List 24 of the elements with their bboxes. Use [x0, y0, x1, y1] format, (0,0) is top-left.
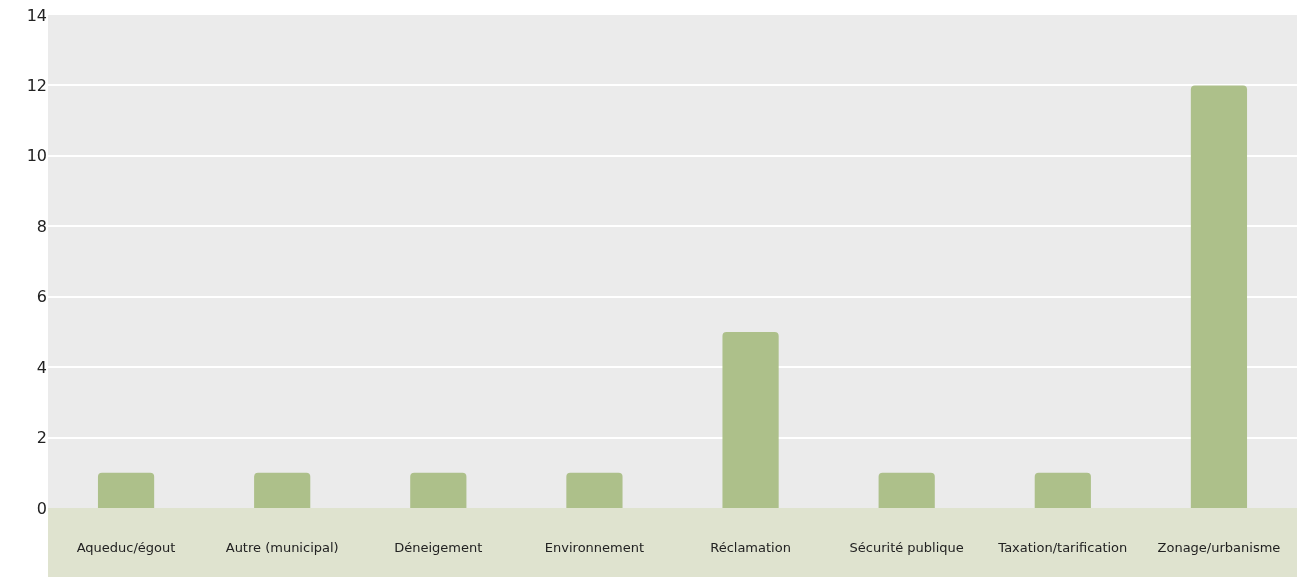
- x-tick-label: Réclamation: [710, 540, 791, 555]
- y-tick-label: 14: [26, 5, 47, 25]
- y-tick-label: 2: [36, 428, 47, 448]
- x-tick-label: Environnement: [544, 540, 645, 555]
- x-tick-label: Zonage/urbanisme: [1157, 540, 1281, 555]
- x-tick-label: Sécurité publique: [849, 540, 964, 555]
- bar: [722, 331, 779, 508]
- bar: [97, 472, 155, 508]
- x-tick-label: Autre (municipal): [225, 540, 339, 555]
- y-tick-label: 4: [36, 357, 47, 377]
- bar: [878, 472, 935, 508]
- bar: [254, 472, 311, 508]
- bar: [1190, 85, 1248, 508]
- bar: [1034, 472, 1091, 508]
- y-tick-label: 10: [26, 146, 47, 166]
- y-tick-label: 12: [26, 76, 47, 96]
- x-tick-label: Déneigement: [394, 540, 483, 555]
- x-tick-label: Taxation/tarification: [997, 540, 1128, 555]
- bar: [410, 472, 467, 508]
- y-tick-label: 6: [36, 287, 47, 307]
- y-tick-label: 0: [36, 498, 47, 518]
- bar: [566, 472, 623, 508]
- x-tick-label: Aqueduc/égout: [76, 540, 176, 555]
- y-tick-label: 8: [36, 216, 47, 236]
